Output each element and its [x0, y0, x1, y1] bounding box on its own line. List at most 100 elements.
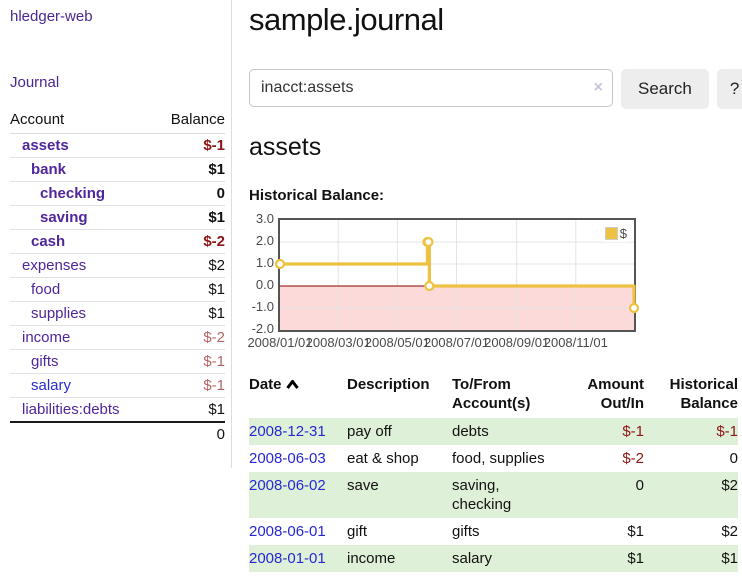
- register-row: 2008-01-01 income salary $1 $1: [249, 545, 738, 572]
- register-table: Date Description To/From Account(s) Amou…: [249, 372, 738, 572]
- account-cell: cash: [10, 229, 154, 254]
- y-axis-tick-label: 1.0: [255, 255, 274, 270]
- register-header-date[interactable]: Date: [249, 372, 347, 418]
- account-balance: $2: [153, 253, 225, 278]
- account-link-supplies[interactable]: supplies: [31, 305, 87, 322]
- y-axis-tick-label: 3.0: [255, 211, 274, 226]
- register-balance-cell: $-1: [716, 423, 738, 440]
- account-link-saving[interactable]: saving: [40, 209, 88, 226]
- account-row: gifts $-1: [10, 349, 225, 374]
- register-amount-cell: $-2: [622, 450, 644, 467]
- account-row: food $1: [10, 277, 225, 302]
- register-accounts-cell: gifts: [452, 523, 480, 540]
- account-balance: $-1: [153, 133, 225, 158]
- register-row: 2008-06-03 eat & shop food, supplies $-2 0: [249, 445, 738, 472]
- chart-canvas: [274, 220, 640, 330]
- register-row: 2008-06-01 gift gifts $1 $2: [249, 518, 738, 545]
- account-link-income[interactable]: income: [22, 329, 71, 346]
- account-cell: checking: [10, 181, 154, 206]
- accounts-total-value: 0: [153, 421, 225, 446]
- account-cell: expenses: [10, 253, 154, 278]
- search-input[interactable]: [249, 69, 613, 107]
- register-header-date-label: Date: [249, 376, 282, 393]
- date-link[interactable]: 2008-01-01: [249, 550, 326, 567]
- historical-balance-chart: $ 3.0 2.0 1.0 0.0 -1.0 -2.0 2008/01/01 2008/03/…: [247, 210, 729, 356]
- account-row: liabilities:debts $1: [10, 397, 225, 423]
- account-cell: income: [10, 325, 154, 350]
- help-button[interactable]: ?: [716, 69, 742, 109]
- account-link-bank[interactable]: bank: [31, 161, 67, 178]
- app-title-link[interactable]: hledger-web: [10, 8, 93, 25]
- register-amount-cell: $1: [627, 550, 644, 567]
- account-balance: $1: [153, 205, 225, 230]
- register-row: 2008-12-31 pay off debts $-1 $-1: [249, 418, 738, 445]
- register-balance-cell: $1: [721, 550, 738, 567]
- account-link-food[interactable]: food: [31, 281, 61, 298]
- account-link-expenses[interactable]: expenses: [22, 257, 87, 274]
- register-description-cell: gift: [347, 523, 368, 540]
- date-link[interactable]: 2008-06-02: [249, 477, 326, 494]
- chart-plot-area: $: [274, 218, 640, 332]
- account-balance: $-2: [153, 325, 225, 350]
- account-link-liabilities-debts[interactable]: liabilities:debts: [22, 401, 120, 418]
- accounts-header-balance: Balance: [153, 108, 225, 134]
- account-heading: assets: [249, 133, 322, 161]
- register-description-cell: save: [347, 477, 379, 494]
- account-row: salary $-1: [10, 373, 225, 398]
- account-link-cash[interactable]: cash: [31, 233, 66, 250]
- accounts-total-spacer: [10, 421, 154, 446]
- sort-ascending-icon: [285, 379, 299, 389]
- accounts-header-account: Account: [10, 108, 154, 134]
- register-balance-cell: $2: [721, 523, 738, 540]
- account-link-gifts[interactable]: gifts: [31, 353, 59, 370]
- account-link-salary[interactable]: salary: [31, 377, 72, 394]
- register-accounts-cell: food, supplies: [452, 450, 545, 467]
- register-amount-cell: $-1: [622, 423, 644, 440]
- register-accounts-cell: debts: [452, 423, 489, 440]
- register-description-cell: eat & shop: [347, 450, 419, 467]
- account-balance: 0: [153, 181, 225, 206]
- date-link[interactable]: 2008-12-31: [249, 423, 326, 440]
- account-link-checking[interactable]: checking: [40, 185, 106, 202]
- register-balance-cell: $2: [721, 477, 738, 494]
- y-axis-tick-label: -2.0: [251, 321, 274, 336]
- x-axis-tick-label: 2008/07/01: [423, 335, 490, 350]
- search-box: ×: [249, 69, 613, 109]
- register-header-description: Description: [347, 376, 430, 393]
- legend-swatch-icon: [604, 227, 618, 240]
- account-row: checking 0: [10, 181, 225, 206]
- register-date-cell: 2008-12-31: [249, 418, 347, 445]
- account-cell: salary: [10, 373, 154, 398]
- x-axis-tick-label: 2008/05/01: [364, 335, 430, 350]
- y-axis-tick-label: 0.0: [255, 277, 274, 292]
- account-balance: $-1: [153, 349, 225, 374]
- register-date-cell: 2008-06-01: [249, 518, 347, 545]
- register-date-cell: 2008-01-01: [249, 545, 347, 572]
- register-amount-cell: 0: [635, 477, 644, 494]
- y-axis-tick-label: -1.0: [251, 299, 274, 314]
- x-axis-tick-label: 2008/03/01: [305, 335, 371, 350]
- account-balance: $1: [153, 397, 225, 423]
- account-cell: assets: [10, 133, 154, 158]
- account-balance: $-1: [153, 373, 225, 398]
- main-content: sample.journal × Search ? assets Histori…: [232, 0, 742, 572]
- accounts-table: Account Balance assets $-1 bank $1 checking 0…: [10, 108, 225, 446]
- account-cell: supplies: [10, 301, 154, 326]
- account-cell: food: [10, 277, 154, 302]
- page-title: sample.journal: [249, 2, 444, 37]
- date-link[interactable]: 2008-06-01: [249, 523, 326, 540]
- account-row: supplies $1: [10, 301, 225, 326]
- account-row: income $-2: [10, 325, 225, 350]
- search-bar: × Search ?: [249, 69, 742, 109]
- date-link[interactable]: 2008-06-03: [249, 450, 326, 467]
- search-button[interactable]: Search: [621, 69, 709, 109]
- sidebar-item-journal[interactable]: Journal: [10, 74, 60, 91]
- y-axis-tick-label: 2.0: [255, 233, 274, 248]
- chart-title: Historical Balance:: [249, 187, 385, 204]
- clear-search-icon[interactable]: ×: [593, 79, 603, 96]
- account-link-assets[interactable]: assets: [22, 137, 69, 154]
- register-accounts-cell: salary: [452, 550, 493, 567]
- account-balance: $1: [153, 157, 225, 182]
- x-axis-tick-label: 2008/01/01: [247, 335, 313, 350]
